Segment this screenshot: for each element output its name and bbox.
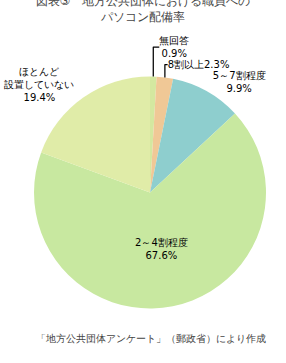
svg-text:5～7割程度9.9%: 5～7割程度9.9% (213, 70, 266, 94)
svg-text:ほとんど設置していない19.4%: ほとんど設置していない19.4% (4, 66, 74, 103)
svg-text:図表③ 地方公共団体における職員へのパソコン配備率: 図表③ 地方公共団体における職員へのパソコン配備率 (36, 0, 251, 24)
svg-text:「地方公共団体アンケート」（郵政省）により作成: 「地方公共団体アンケート」（郵政省）により作成 (36, 333, 266, 344)
svg-text:無回答0.9%: 無回答0.9% (159, 35, 189, 59)
svg-text:2～4割程度67.6%: 2～4割程度67.6% (135, 237, 188, 261)
svg-text:8割以上2.3%: 8割以上2.3% (168, 59, 230, 70)
